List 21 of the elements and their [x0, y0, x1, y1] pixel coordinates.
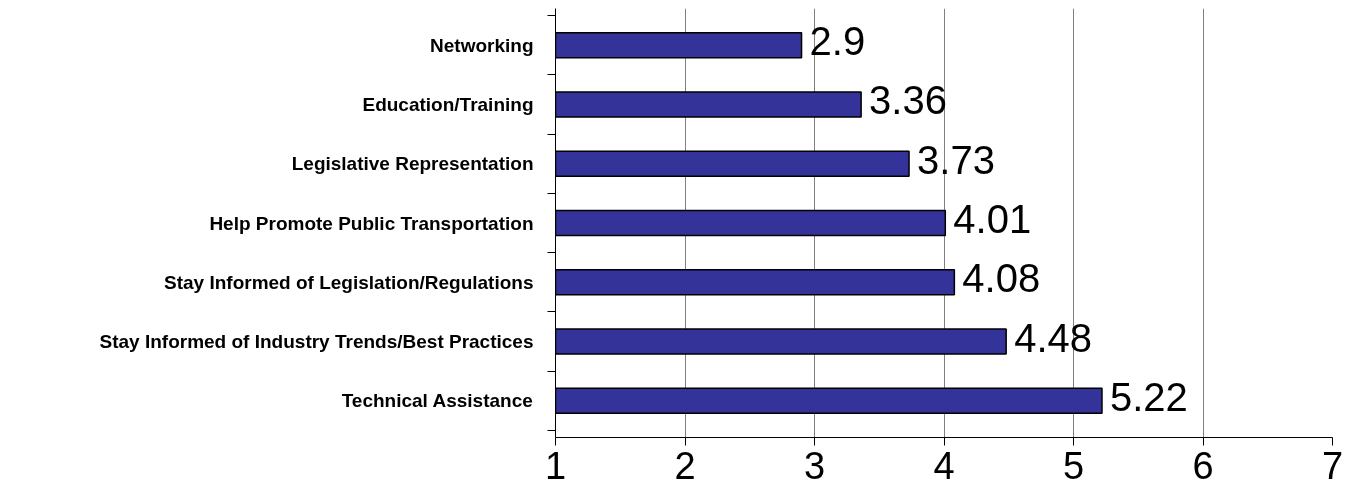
x-tick-label: 6	[1192, 444, 1214, 481]
y-tick-label: Help Promote Public Transportation	[209, 212, 534, 234]
data-label: 3.73	[917, 137, 995, 182]
y-tick-label: Networking	[430, 34, 534, 56]
y-tick-label: Education/Training	[362, 93, 534, 115]
y-tick-label: Legislative Representation	[291, 153, 534, 175]
data-label: 3.36	[869, 78, 947, 123]
data-label: 2.9	[809, 19, 866, 64]
y-tick-label: Stay Informed of Legislation/Regulations	[164, 271, 534, 293]
data-label: 4.08	[962, 256, 1041, 301]
x-tick-label: 3	[803, 444, 826, 481]
data-label: 4.01	[953, 197, 1032, 241]
data-label: 4.48	[1014, 315, 1093, 360]
x-tick-label: 5	[1062, 444, 1085, 481]
data-label: 5.22	[1109, 374, 1188, 419]
y-tick-label: Technical Assistance	[341, 390, 533, 412]
x-tick-label: 4	[933, 444, 955, 481]
y-tick-label: Stay Informed of Industry Trends/Best Practices	[99, 331, 534, 353]
x-tick-label: 2	[674, 444, 696, 481]
x-tick-label: 1	[544, 444, 567, 481]
x-tick-label: 7	[1321, 444, 1344, 481]
